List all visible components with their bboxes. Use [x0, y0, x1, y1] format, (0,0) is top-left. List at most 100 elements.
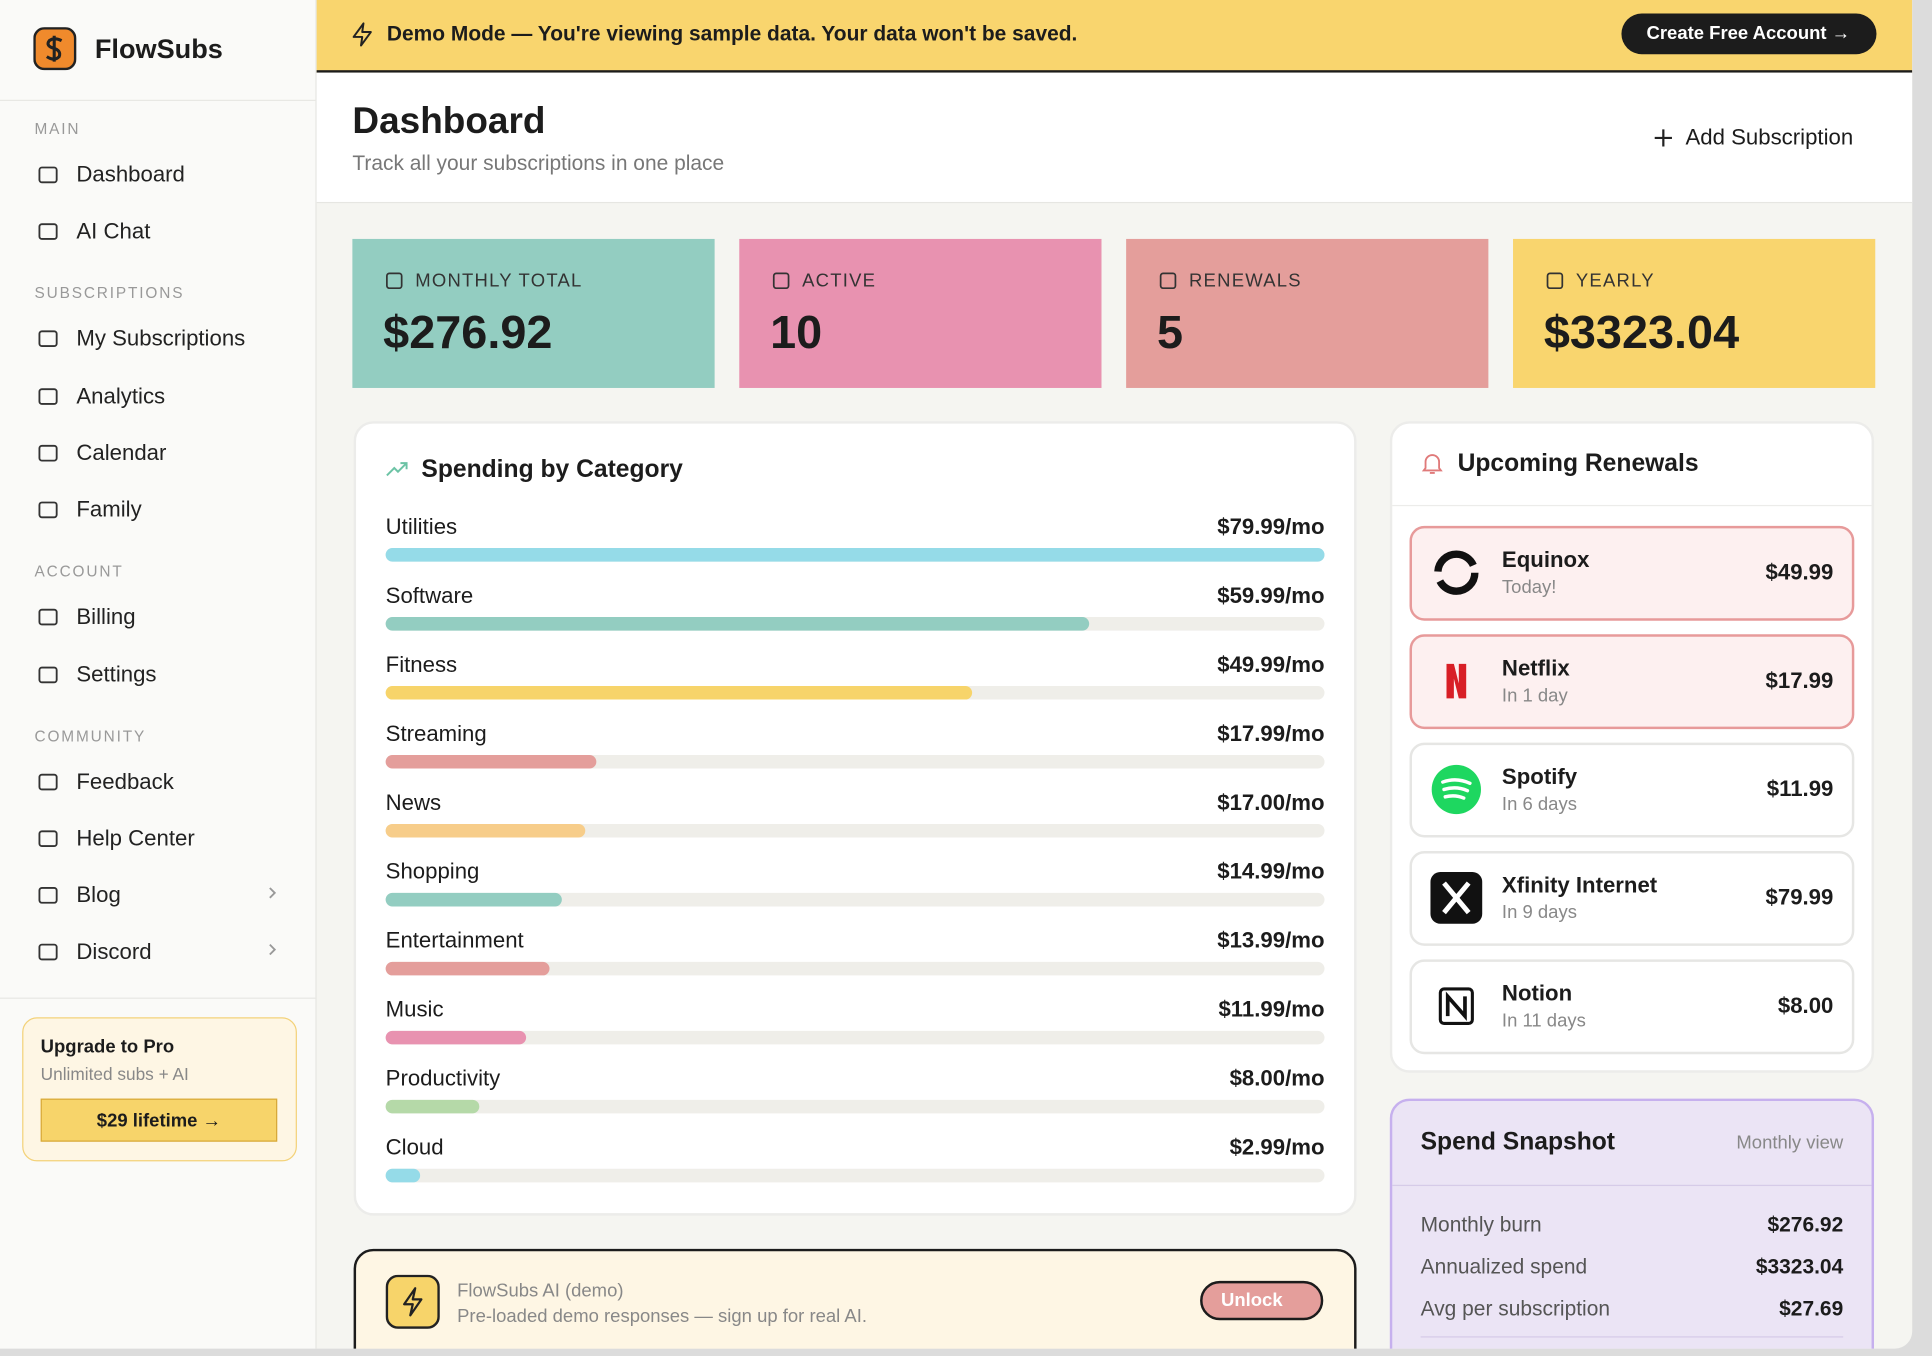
- divider: [0, 997, 316, 999]
- renewal-logo: [1429, 546, 1483, 600]
- bar-track: [385, 754, 1325, 769]
- category-name: News: [385, 790, 442, 815]
- nav-icon: [37, 770, 59, 792]
- add-subscription[interactable]: Add Subscription: [1685, 125, 1854, 150]
- renewal-name: Equinox: [1501, 547, 1590, 573]
- nav-icon: [37, 221, 59, 243]
- bell-icon: [1421, 454, 1443, 474]
- upgrade-button[interactable]: [40, 1098, 278, 1142]
- renewal-item[interactable]: [1409, 742, 1855, 838]
- snapshot-value: $27.69: [1779, 1296, 1844, 1321]
- stat-icon: [1157, 270, 1179, 292]
- nav-item[interactable]: Settings: [76, 661, 157, 687]
- category-name: Productivity: [385, 1065, 501, 1091]
- renewal-item[interactable]: [1409, 525, 1855, 621]
- bar: [385, 548, 1325, 562]
- nav-item[interactable]: Feedback: [76, 768, 174, 794]
- category-amount: $2.99/mo: [1229, 1134, 1325, 1160]
- section-title: SUBSCRIPTIONS: [34, 284, 185, 303]
- nav-icon: [37, 164, 59, 186]
- nav-icon: [37, 606, 59, 628]
- renewal-logo: [1429, 871, 1483, 925]
- stat-icon: [1544, 270, 1566, 292]
- spending-card: [353, 421, 1357, 1216]
- divider: [0, 99, 316, 101]
- nav-item[interactable]: My Subscriptions: [76, 326, 246, 351]
- stat-icon: [383, 270, 405, 292]
- nav-item[interactable]: Calendar: [76, 440, 167, 465]
- nav-item[interactable]: Family: [76, 497, 142, 522]
- stat-label: ACTIVE: [802, 270, 877, 292]
- nav-icon: [37, 499, 59, 521]
- create-account-label[interactable]: Create Free Account →: [1646, 22, 1851, 44]
- nav-item[interactable]: Dashboard: [76, 161, 185, 187]
- renewal-item[interactable]: [1409, 959, 1855, 1055]
- renewal-name: Spotify: [1501, 764, 1578, 789]
- bar: [385, 686, 973, 700]
- stat-card: [739, 238, 1102, 388]
- divider: [1420, 1336, 1844, 1338]
- stat-value: $276.92: [383, 307, 553, 360]
- ai-title: FlowSubs AI (demo): [457, 1280, 624, 1302]
- renewal-item[interactable]: [1409, 634, 1855, 730]
- nav-item[interactable]: AI Chat: [76, 218, 151, 244]
- upgrade-title: Upgrade to Pro: [40, 1036, 175, 1058]
- nav-icon-svg: [38, 608, 58, 626]
- renewal-name: Notion: [1501, 980, 1573, 1006]
- section-title: MAIN: [34, 120, 81, 138]
- nav-icon-svg: [38, 223, 58, 241]
- upgrade-button-label[interactable]: $29 lifetime →: [96, 1110, 222, 1132]
- bar-track: [385, 823, 1325, 838]
- renewal-logo: [1429, 762, 1483, 816]
- renewal-item[interactable]: [1409, 851, 1855, 946]
- chevron: [269, 943, 277, 956]
- bar: [385, 617, 1090, 631]
- plus-icon: [1654, 129, 1672, 147]
- nav-icon: [37, 941, 59, 963]
- nav-icon: [37, 884, 59, 906]
- renewal-due: In 1 day: [1501, 685, 1568, 707]
- snapshot-value: $3323.04: [1755, 1255, 1844, 1279]
- category-amount: $59.99/mo: [1217, 583, 1325, 608]
- renewal-amount: $17.99: [1765, 668, 1834, 693]
- category-amount: $17.99/mo: [1217, 721, 1325, 746]
- bar: [385, 1099, 480, 1114]
- nav-item[interactable]: Help Center: [76, 825, 195, 851]
- banner-text: Demo Mode — You're viewing sample data. …: [386, 22, 1078, 46]
- renewal-due: Today!: [1501, 577, 1557, 598]
- category-name: Cloud: [385, 1134, 444, 1160]
- stat-value: $3323.04: [1543, 307, 1740, 360]
- bar-track: [385, 1168, 1325, 1183]
- nav-icon-svg: [38, 501, 58, 519]
- page-subtitle: Track all your subscriptions in one plac…: [352, 151, 725, 175]
- create-account-button[interactable]: [1621, 13, 1877, 55]
- renewal-logo-svg: [1434, 550, 1479, 595]
- nav-item[interactable]: Analytics: [76, 383, 166, 408]
- renewal-logo-svg: [1431, 764, 1481, 815]
- nav-icon: [37, 827, 59, 849]
- renewal-due: In 11 days: [1501, 1010, 1586, 1032]
- brand: FlowSubs: [94, 33, 223, 65]
- bar-track: [385, 1030, 1325, 1045]
- category-name: Fitness: [385, 652, 458, 677]
- renewal-logo-svg: [1446, 663, 1467, 699]
- snapshot-view: Monthly view: [1736, 1132, 1844, 1154]
- nav-icon-svg: [38, 444, 58, 462]
- stat-icon-svg: [1546, 272, 1564, 290]
- nav-item[interactable]: Discord: [76, 939, 152, 965]
- category-amount: $13.99/mo: [1217, 928, 1325, 953]
- logo: [33, 27, 77, 71]
- nav-item[interactable]: Blog: [76, 882, 121, 908]
- nav-item[interactable]: Billing: [76, 604, 136, 629]
- nav-icon: [37, 385, 59, 407]
- renewal-amount: $11.99: [1766, 776, 1834, 802]
- unlock-button[interactable]: [1200, 1280, 1324, 1321]
- stat-card: [1513, 238, 1876, 388]
- spending-title: Spending by Category: [421, 456, 683, 484]
- stat-label: YEARLY: [1575, 270, 1655, 292]
- category-name: Streaming: [385, 721, 487, 746]
- nav-icon-svg: [38, 830, 58, 847]
- unlock-label[interactable]: Unlock: [1221, 1290, 1283, 1312]
